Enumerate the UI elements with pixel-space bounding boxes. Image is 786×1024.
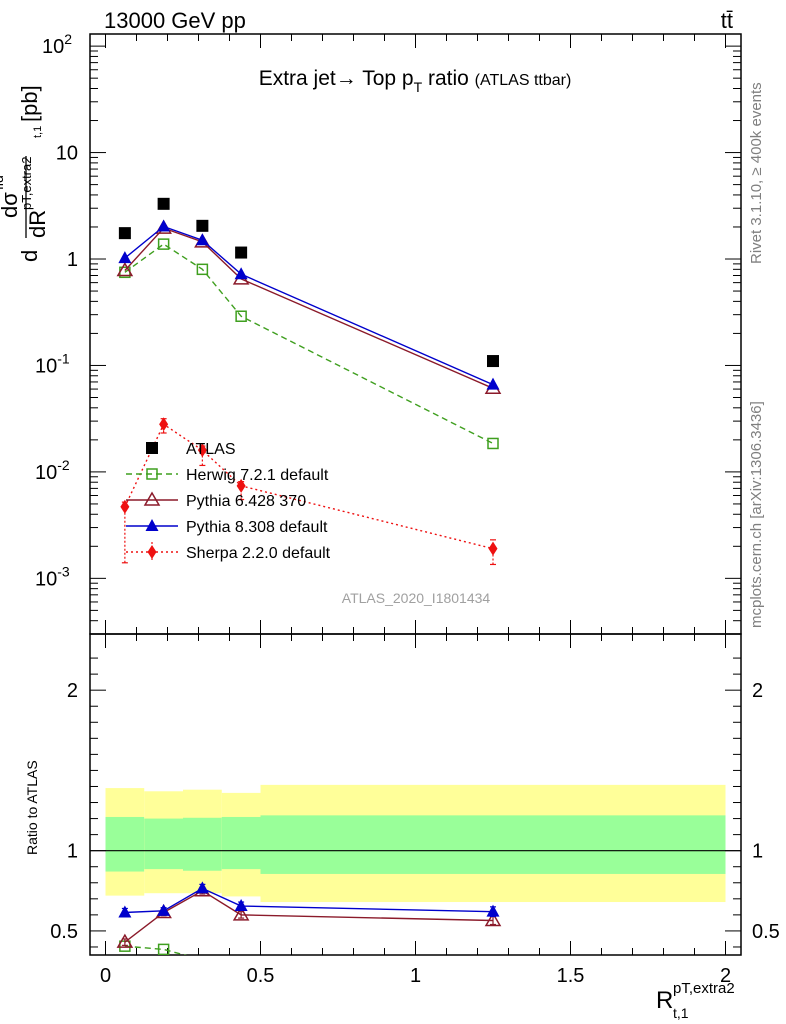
ratio-point-2	[118, 905, 132, 918]
ylabel-sub2: t,1	[32, 126, 44, 138]
ratio-y-tick-label-right: 2	[752, 680, 763, 702]
x-tick-label: 0.5	[247, 965, 275, 987]
legend-label-2: Pythia 6.428 370	[186, 493, 306, 510]
main-point-1	[157, 238, 170, 250]
main-point-4	[159, 417, 169, 432]
main-point-4	[488, 541, 498, 556]
main-point-4	[236, 478, 246, 493]
main-point-3	[234, 267, 248, 280]
ratio-ylabel: Ratio to ATLAS	[24, 760, 40, 855]
process-label: tt̄	[721, 8, 733, 33]
ratio-point-1	[484, 912, 502, 927]
uncertainty-band-green	[105, 816, 145, 872]
ratio-y-tick-label: 1	[67, 841, 78, 863]
ratio-panel: Ratio to ATLAS R pT,extra2 t,1 0 0.5 1 1.5 2…	[24, 633, 780, 1021]
ylabel-unit: [pb]	[17, 85, 42, 122]
analysis-watermark: ATLAS_2020_I1801434	[342, 590, 491, 606]
ylabel-d: d	[17, 250, 42, 262]
ylabel-dR: dR	[25, 210, 50, 238]
main-point-3	[118, 251, 132, 264]
main-panel: Extra jet→ Top pT ratio (ATLAS ttbar) AT…	[0, 31, 742, 635]
ratio-point-0	[157, 943, 170, 955]
x-tick-label: 2	[720, 965, 731, 987]
series-line-2	[124, 227, 494, 389]
main-ylabel: dR dσ fid pT,extra2 d t,1 [pb]	[0, 85, 50, 262]
y-tick-label: 10-2	[35, 457, 70, 484]
chart-title: Extra jet→ Top pT ratio (ATLAS ttbar)	[259, 67, 572, 95]
xlabel-R: R	[656, 987, 673, 1014]
ylabel-sigma: dσ	[0, 192, 22, 218]
rivet-label: Rivet 3.1.10, ≥ 400k events	[748, 82, 765, 264]
legend-marker-1	[146, 468, 158, 480]
main-point-1	[487, 437, 499, 450]
ratio-y-tick-label: 2	[67, 680, 78, 702]
legend-label-4: Sherpa 2.2.0 default	[186, 545, 331, 562]
uncertainty-band-green	[144, 818, 183, 870]
y-tick-label: 10-3	[35, 563, 70, 590]
ylabel-sub1: pT,extra2	[19, 157, 34, 210]
legend-label-1: Herwig 7.2.1 default	[186, 467, 329, 484]
legend-marker-0	[146, 442, 158, 454]
ratio-point-2	[157, 903, 171, 916]
ylabel-fid: fid	[0, 175, 6, 190]
y-tick-label: 10	[56, 143, 78, 165]
y-tick-label: 1	[67, 249, 78, 271]
main-point-3	[195, 233, 209, 246]
ratio-xlabel: R pT,extra2 t,1	[656, 980, 735, 1021]
x-tick-label: 0	[100, 965, 111, 987]
series-line-0	[124, 945, 188, 955]
legend-marker-4	[147, 545, 157, 559]
main-point-0	[118, 227, 131, 240]
main-point-0	[487, 355, 499, 368]
legend-marker-3	[145, 519, 159, 531]
ratio-point-2	[195, 881, 209, 894]
y-tick-label: 102	[42, 31, 72, 58]
legend-label-3: Pythia 8.308 default	[186, 519, 328, 536]
xlabel-sub: t,1	[673, 1005, 689, 1021]
ratio-point-1	[116, 933, 134, 948]
ratio-y-tick-label: 0.5	[50, 921, 78, 943]
ratio-y-tick-label-right: 0.5	[752, 921, 780, 943]
ratio-series-group	[116, 881, 502, 955]
ratio-y-tick-label-right: 1	[752, 841, 763, 863]
ratio-point-2	[486, 904, 500, 917]
xlabel-sup: pT,extra2	[673, 980, 735, 997]
uncertainty-band-green	[221, 816, 261, 870]
uncertainty-band-green	[260, 815, 726, 874]
main-point-4	[197, 443, 207, 458]
main-point-3	[157, 219, 171, 232]
main-point-0	[196, 219, 209, 232]
uncertainty-band-green	[183, 817, 222, 871]
y-tick-label: 10-1	[35, 350, 70, 377]
x-tick-label: 1.5	[557, 965, 585, 987]
ratio-point-2	[234, 899, 248, 912]
main-point-0	[157, 197, 170, 210]
ratio-point-1	[232, 906, 250, 921]
main-point-1	[196, 263, 209, 276]
x-tick-label: 1	[410, 965, 421, 987]
series-line-1	[124, 243, 494, 445]
main-point-2	[116, 262, 134, 277]
main-point-0	[235, 246, 248, 259]
series-line-3	[124, 225, 494, 386]
main-point-1	[235, 310, 247, 322]
energy-label: 13000 GeV pp	[104, 8, 246, 33]
main-point-4	[120, 499, 130, 514]
legend-label-0: ATLAS	[186, 441, 236, 458]
main-frame	[89, 33, 742, 635]
mcplots-label: mcplots.cern.ch [arXiv:1306.3436]	[748, 401, 765, 628]
legend-marker-2	[143, 491, 161, 506]
main-point-3	[486, 377, 500, 390]
